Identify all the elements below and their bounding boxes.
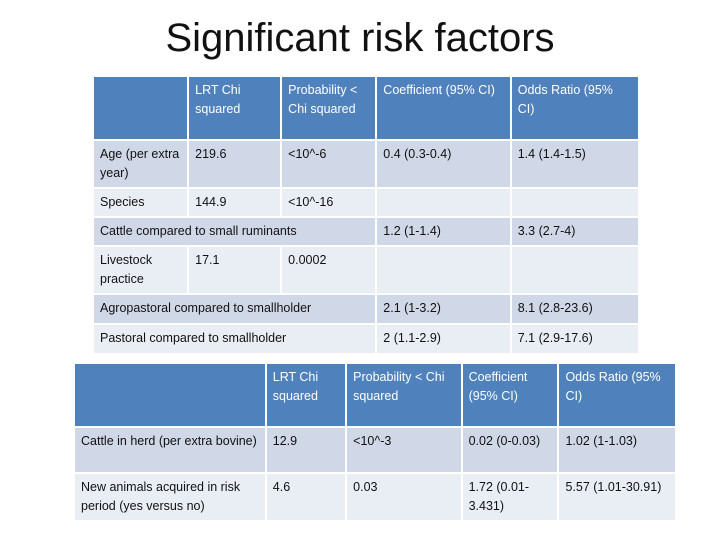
coefficient-cell — [377, 247, 510, 293]
coefficient-cell: 1.2 (1-1.4) — [377, 218, 510, 245]
probability-cell: <10^-16 — [282, 189, 376, 216]
slide-title: Significant risk factors — [165, 16, 555, 60]
header-odds-ratio: Odds Ratio (95% CI) — [559, 364, 675, 426]
probability-cell: 0.0002 — [282, 247, 376, 293]
header-coefficient: Coefficient (95% CI) — [377, 77, 510, 139]
factor-cell: Pastoral compared to smallholder — [94, 325, 376, 353]
odds-ratio-cell: 1.4 (1.4-1.5) — [511, 141, 638, 187]
table-row: Cattle compared to small ruminants 1.2 (… — [94, 218, 638, 245]
table-row: Cattle in herd (per extra bovine) 12.9 <… — [75, 428, 675, 472]
coefficient-cell: 2.1 (1-3.2) — [377, 295, 510, 323]
probability-cell: <10^-3 — [347, 428, 461, 472]
lrt-cell: 144.9 — [189, 189, 281, 216]
risk-factors-table-1: LRT Chi squared Probability < Chi square… — [92, 75, 640, 355]
coefficient-cell: 1.72 (0.01-3.431) — [462, 474, 558, 520]
odds-ratio-cell: 1.02 (1-1.03) — [559, 428, 675, 472]
risk-factors-table-2: LRT Chi squared Probability < Chi square… — [73, 362, 677, 522]
header-odds-ratio: Odds Ratio (95% CI) — [511, 77, 638, 139]
table-row: Pastoral compared to smallholder 2 (1.1-… — [94, 325, 638, 353]
table-header-row: LRT Chi squared Probability < Chi square… — [94, 77, 638, 139]
coefficient-cell: 2 (1.1-2.9) — [377, 325, 510, 353]
header-lrt-chi-squared: LRT Chi squared — [189, 77, 281, 139]
factor-cell: Agropastoral compared to smallholder — [94, 295, 376, 323]
factor-cell: Species — [94, 189, 188, 216]
table-row: Agropastoral compared to smallholder 2.1… — [94, 295, 638, 323]
factor-cell: Age (per extra year) — [94, 141, 188, 187]
table-row: New animals acquired in risk period (yes… — [75, 474, 675, 520]
factor-cell: Cattle compared to small ruminants — [94, 218, 376, 245]
factor-cell: Cattle in herd (per extra bovine) — [75, 428, 265, 472]
odds-ratio-cell: 8.1 (2.8-23.6) — [511, 295, 638, 323]
lrt-cell: 4.6 — [266, 474, 346, 520]
table-header-row: LRT Chi squared Probability < Chi square… — [75, 364, 675, 426]
factor-cell: New animals acquired in risk period (yes… — [75, 474, 265, 520]
header-cell-empty — [94, 77, 188, 139]
header-cell-empty — [75, 364, 265, 426]
odds-ratio-cell: 7.1 (2.9-17.6) — [511, 325, 638, 353]
coefficient-cell: 0.02 (0-0.03) — [462, 428, 558, 472]
table-row: Species 144.9 <10^-16 — [94, 189, 638, 216]
header-coefficient: Coefficient (95% CI) — [462, 364, 558, 426]
lrt-cell: 17.1 — [189, 247, 281, 293]
factor-cell: Livestock practice — [94, 247, 188, 293]
probability-cell: 0.03 — [347, 474, 461, 520]
lrt-cell: 219.6 — [189, 141, 281, 187]
coefficient-cell — [377, 189, 510, 216]
header-lrt-chi-squared: LRT Chi squared — [266, 364, 346, 426]
odds-ratio-cell: 3.3 (2.7-4) — [511, 218, 638, 245]
header-probability: Probability < Chi squared — [347, 364, 461, 426]
table-row: Livestock practice 17.1 0.0002 — [94, 247, 638, 293]
table-row: Age (per extra year) 219.6 <10^-6 0.4 (0… — [94, 141, 638, 187]
odds-ratio-cell — [511, 189, 638, 216]
odds-ratio-cell: 5.57 (1.01-30.91) — [559, 474, 675, 520]
probability-cell: <10^-6 — [282, 141, 376, 187]
lrt-cell: 12.9 — [266, 428, 346, 472]
odds-ratio-cell — [511, 247, 638, 293]
header-probability: Probability < Chi squared — [282, 77, 376, 139]
coefficient-cell: 0.4 (0.3-0.4) — [377, 141, 510, 187]
